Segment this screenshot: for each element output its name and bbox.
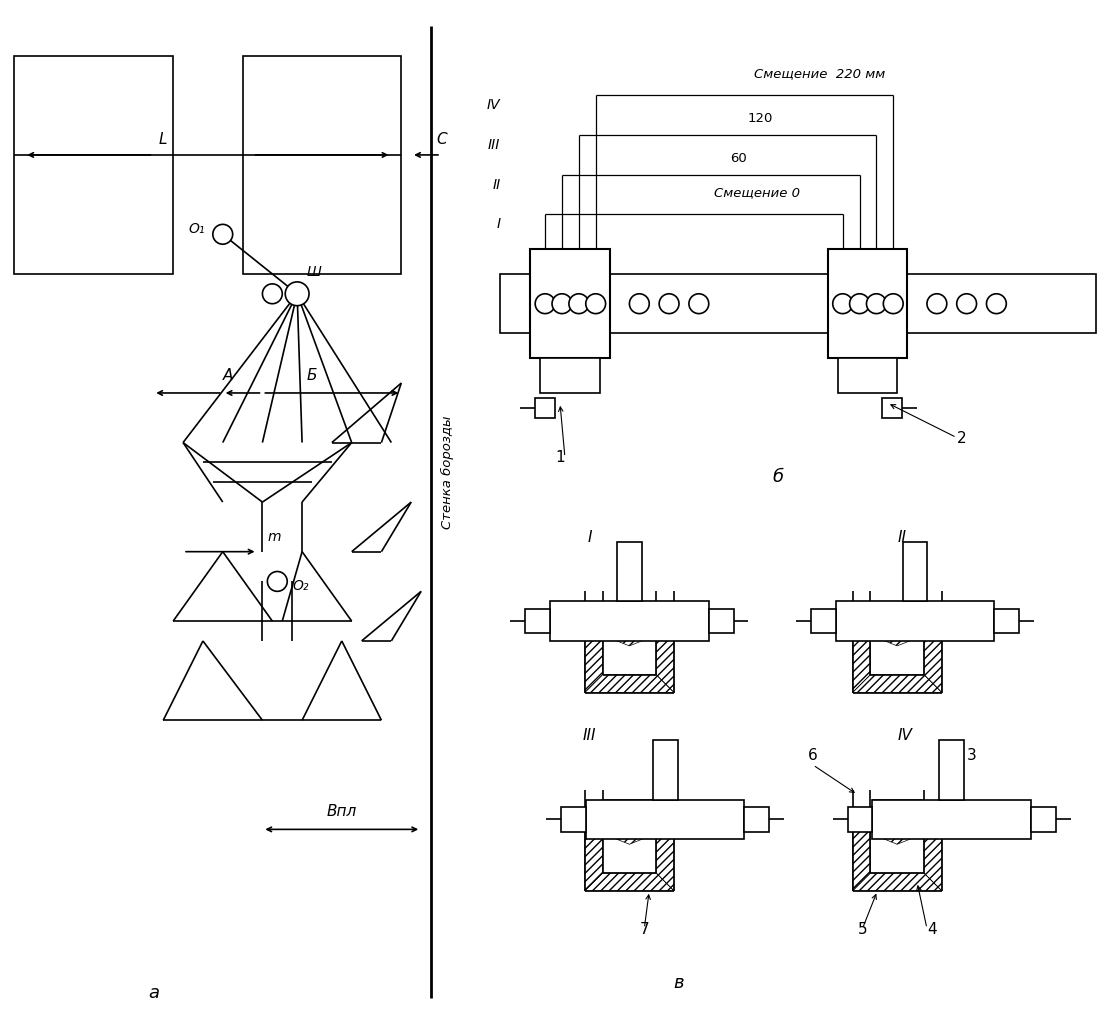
Circle shape (263, 284, 283, 304)
Text: 6: 6 (808, 748, 818, 763)
Bar (873, 799, 1031, 839)
Bar (848, 807, 873, 832)
Text: C: C (436, 132, 446, 147)
Text: O₁: O₁ (188, 223, 205, 236)
Circle shape (689, 293, 709, 314)
Text: IV: IV (897, 728, 912, 743)
Text: 4: 4 (927, 922, 936, 936)
Bar (243, 56, 402, 274)
Circle shape (659, 293, 679, 314)
Circle shape (833, 293, 853, 314)
Text: I: I (496, 218, 501, 231)
Circle shape (629, 293, 649, 314)
Text: 1: 1 (555, 451, 564, 465)
Circle shape (285, 282, 309, 306)
Bar (811, 609, 836, 634)
Text: III: III (489, 138, 501, 152)
Text: a: a (148, 984, 159, 1002)
Circle shape (569, 293, 589, 314)
Text: IV: IV (486, 98, 501, 112)
Circle shape (927, 293, 947, 314)
Bar (828, 249, 907, 359)
Text: O₂: O₂ (293, 579, 308, 594)
Text: Bпл: Bпл (326, 804, 357, 820)
Text: в: в (673, 974, 684, 992)
Text: L: L (159, 132, 167, 147)
Bar (994, 609, 1020, 634)
Bar (535, 398, 555, 418)
Bar (501, 274, 1095, 333)
Circle shape (866, 293, 886, 314)
Text: Ш: Ш (307, 265, 322, 279)
Text: Стенка борозды: Стенка борозды (441, 416, 454, 529)
Text: II: II (897, 529, 906, 545)
Bar (525, 609, 550, 634)
Bar (585, 799, 745, 839)
Bar (550, 601, 709, 641)
Circle shape (535, 293, 555, 314)
Text: 7: 7 (639, 922, 649, 936)
Circle shape (585, 293, 605, 314)
Bar (745, 807, 769, 832)
Circle shape (986, 293, 1006, 314)
Text: Б: Б (307, 368, 317, 383)
Bar (617, 542, 642, 601)
Bar (530, 249, 610, 359)
Circle shape (213, 225, 233, 244)
Text: 3: 3 (966, 748, 976, 763)
Bar (709, 609, 733, 634)
Bar (903, 542, 927, 601)
Text: Смещение 0: Смещение 0 (713, 187, 800, 199)
Circle shape (552, 293, 572, 314)
Bar (838, 359, 897, 393)
Text: 5: 5 (857, 922, 867, 936)
Bar (883, 398, 903, 418)
Text: II: II (492, 178, 501, 192)
Text: I: I (588, 529, 592, 545)
Circle shape (267, 571, 287, 592)
Circle shape (849, 293, 869, 314)
Bar (939, 740, 964, 799)
Text: б: б (772, 468, 784, 486)
Bar (652, 740, 678, 799)
Bar (1031, 807, 1056, 832)
Text: 2: 2 (957, 430, 966, 446)
Text: 120: 120 (748, 112, 772, 125)
Bar (561, 807, 585, 832)
Text: 60: 60 (730, 152, 747, 165)
Bar (540, 359, 600, 393)
Bar (14, 56, 174, 274)
Text: A: A (223, 368, 233, 383)
Text: Смещение  220 мм: Смещение 220 мм (755, 67, 886, 81)
Bar (836, 601, 994, 641)
Text: m: m (267, 529, 280, 544)
Circle shape (957, 293, 976, 314)
Circle shape (884, 293, 903, 314)
Text: III: III (583, 728, 597, 743)
